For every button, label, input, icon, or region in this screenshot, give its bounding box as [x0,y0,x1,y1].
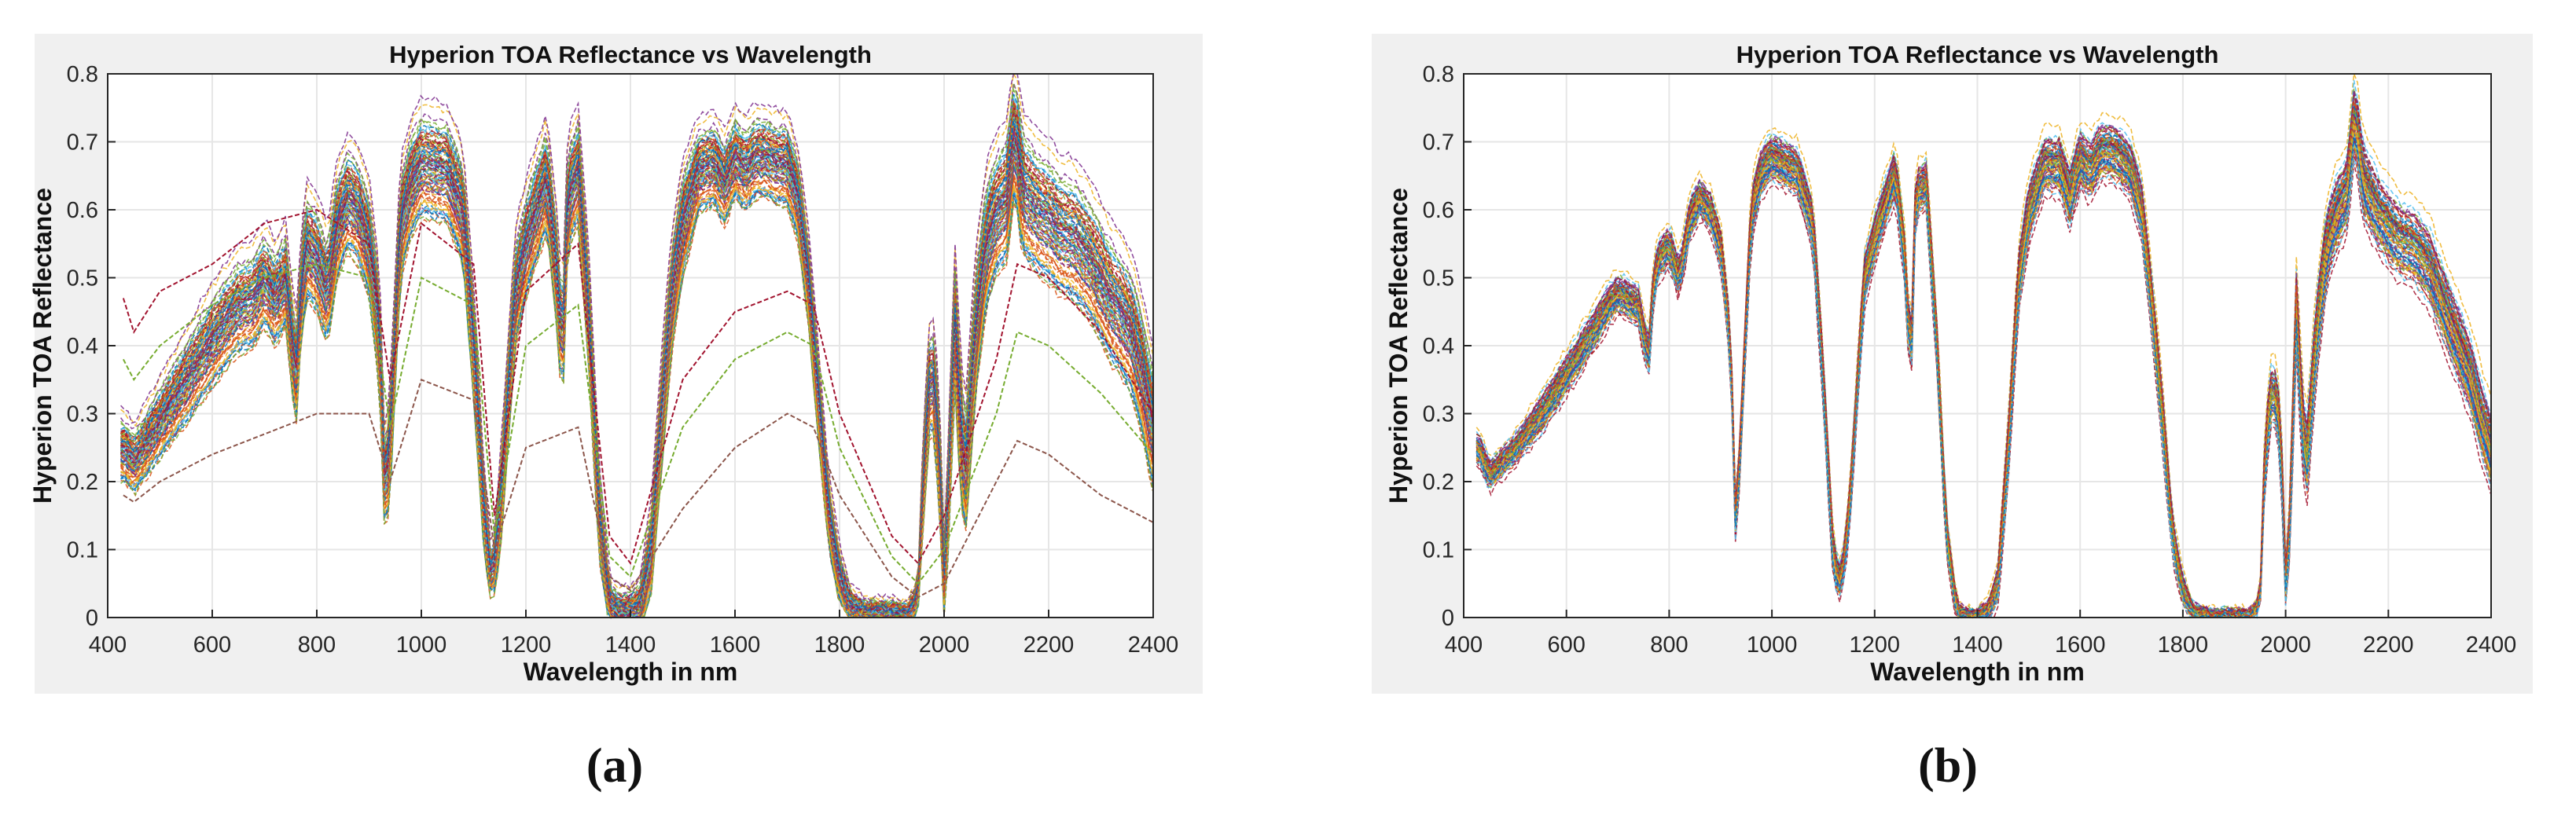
spectrum-line [120,194,1154,618]
y-tick-label: 0.5 [67,266,98,291]
x-tick-label: 2000 [2260,632,2311,658]
y-tick-label: 0.1 [1423,538,1454,563]
x-tick-label: 2200 [2363,632,2414,658]
x-tick-label: 1800 [2158,632,2209,658]
spectrum-line [120,100,1154,610]
panel-label-b: (b) [1918,739,1978,793]
spectrum-line [120,104,1154,614]
spectrum-line [120,152,1154,619]
y-tick-label: 0.7 [1423,130,1454,156]
x-tick-label: 1200 [1850,632,1901,658]
y-tick-label: 0.2 [1423,470,1454,495]
y-tick-label: 0 [1442,606,1454,631]
x-tick-label: 1400 [1952,632,2003,658]
y-tick-label: 0.3 [1423,402,1454,427]
x-tick-label: 600 [193,632,231,658]
y-axis-label: Hyperion TOA Reflectance [1384,188,1413,504]
spectrum-line [1475,142,2492,619]
y-tick-label: 0.4 [1423,334,1454,359]
x-axis-label: Wavelength in nm [524,658,738,686]
spectrum-line [120,137,1154,616]
x-tick-label: 600 [1548,632,1586,658]
spectra-group-a [119,71,1154,620]
spectrum-line [1475,120,2492,618]
x-tick-label: 400 [1445,632,1483,658]
y-tick-label: 0.8 [67,62,98,87]
spectrum-line [119,119,1154,616]
x-tick-label: 1000 [1747,632,1798,658]
y-tick-label: 0 [86,606,98,631]
outlier-2-line [123,378,1154,599]
y-tick-label: 0.8 [1423,62,1454,87]
y-tick-label: 0.5 [1423,266,1454,291]
y-tick-label: 0.3 [67,402,98,427]
x-tick-label: 1000 [396,632,447,658]
x-tick-label: 800 [298,632,336,658]
x-tick-label: 2200 [1023,632,1075,658]
spectra-group-b [1475,73,2492,620]
chart-title: Hyperion TOA Reflectance vs Wavelength [389,41,872,68]
y-tick-label: 0.7 [67,130,98,156]
y-tick-label: 0.6 [67,198,98,223]
spectrum-line [1476,88,2492,615]
spectrum-line [1475,73,2492,614]
x-tick-label: 1400 [605,632,656,658]
spectrum-line [120,120,1154,614]
spectrum-line [119,83,1154,610]
spectrum-line [1475,94,2492,616]
outlier-1-line [122,208,1154,565]
x-tick-label: 1600 [710,632,761,658]
spectrum-line [120,174,1154,618]
y-tick-label: 0.1 [67,538,98,563]
chart-title: Hyperion TOA Reflectance vs Wavelength [1736,41,2219,68]
x-tick-label: 2000 [919,632,970,658]
outlier-3-line [123,263,1154,585]
y-tick-label: 0.6 [1423,198,1454,223]
x-tick-label: 1800 [814,632,865,658]
y-tick-label: 0.2 [67,470,98,495]
y-axis-label: Hyperion TOA Reflectance [28,188,57,504]
spectrum-line [119,139,1154,618]
spectrum-line [120,151,1154,619]
x-tick-label: 800 [1650,632,1688,658]
x-tick-label: 1200 [501,632,552,658]
x-axis-label: Wavelength in nm [1870,658,2085,686]
spectrum-line [1475,101,2492,617]
spectrum-line [119,127,1154,617]
x-tick-label: 1600 [2055,632,2106,658]
x-tick-label: 2400 [2466,632,2517,658]
panel-label-a: (a) [586,739,644,793]
x-tick-label: 2400 [1128,632,1179,658]
x-tick-label: 400 [89,632,127,658]
spectrum-line [1475,137,2492,619]
y-tick-label: 0.4 [67,334,98,359]
